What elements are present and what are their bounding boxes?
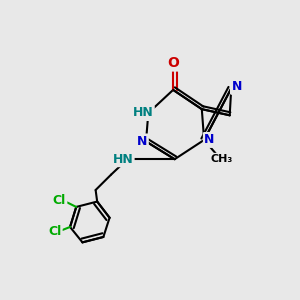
Text: HN: HN (133, 106, 153, 119)
Text: Cl: Cl (52, 194, 66, 207)
Text: HN: HN (112, 153, 133, 166)
Text: O: O (167, 56, 179, 70)
Text: N: N (232, 80, 242, 93)
Text: N: N (137, 135, 147, 148)
Text: CH₃: CH₃ (210, 154, 232, 164)
Text: Cl: Cl (48, 225, 61, 238)
Text: N: N (204, 134, 215, 146)
